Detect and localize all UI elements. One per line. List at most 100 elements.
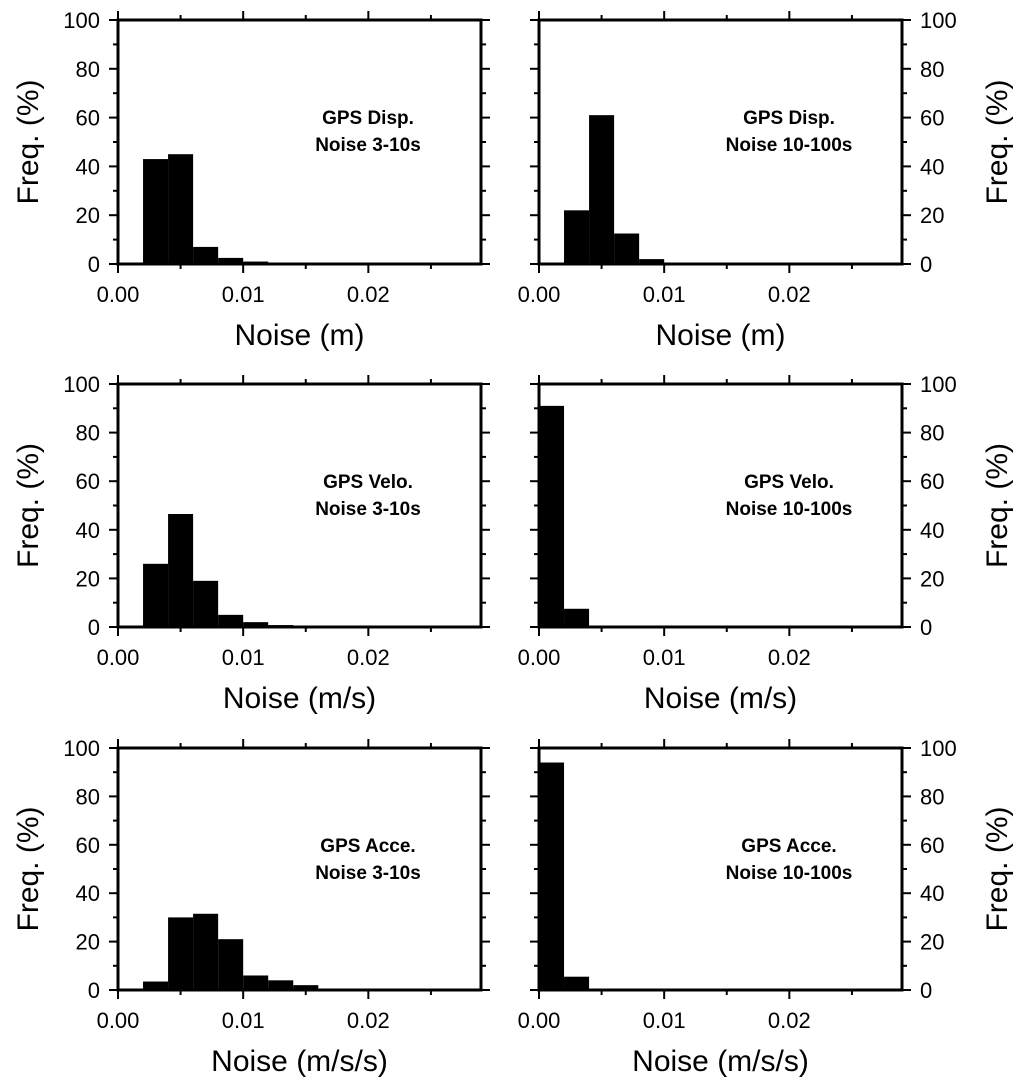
y-tick-label: 100 bbox=[920, 8, 957, 33]
histogram-bar bbox=[539, 762, 565, 990]
y-axis-title: Freq. (%) bbox=[981, 443, 1014, 568]
x-tick-label: 0.02 bbox=[347, 645, 390, 670]
panel-annotation: GPS Acce. bbox=[741, 836, 836, 857]
histogram-bar bbox=[218, 614, 244, 627]
histogram-bar bbox=[243, 975, 269, 990]
y-tick-label: 20 bbox=[76, 930, 100, 955]
y-axis-title: Freq. (%) bbox=[981, 79, 1014, 204]
x-tick-label: 0.02 bbox=[768, 282, 811, 307]
y-tick-label: 100 bbox=[63, 8, 100, 33]
y-tick-label: 40 bbox=[920, 154, 944, 179]
histogram-bar bbox=[143, 159, 169, 264]
y-tick-label: 80 bbox=[920, 57, 944, 82]
histogram-panel-3: 0.00 0.01 0.02 0 20 40 60 80 100 Noise (m/s) Freq.… bbox=[12, 372, 490, 715]
y-tick-label: 100 bbox=[920, 372, 957, 397]
histogram-bar bbox=[168, 154, 194, 264]
y-tick-label: 60 bbox=[920, 833, 944, 858]
histogram-bar bbox=[193, 913, 219, 990]
histogram-bar bbox=[218, 939, 244, 990]
y-tick-label: 100 bbox=[920, 736, 957, 761]
panel-annotation: GPS Velo. bbox=[323, 472, 413, 493]
x-axis-title: Noise (m/s) bbox=[644, 682, 797, 715]
histogram-bar bbox=[539, 405, 565, 627]
histogram-bar bbox=[168, 514, 194, 627]
histogram-bar bbox=[639, 259, 665, 264]
histogram-bar bbox=[168, 917, 194, 990]
histogram-bar bbox=[564, 976, 590, 990]
panel-annotation: GPS Disp. bbox=[322, 108, 414, 129]
x-tick-label: 0.00 bbox=[518, 282, 561, 307]
y-tick-label: 80 bbox=[76, 421, 100, 446]
y-tick-label: 100 bbox=[63, 372, 100, 397]
panel-annotation: Noise 3-10s bbox=[315, 135, 421, 156]
x-tick-label: 0.00 bbox=[518, 645, 561, 670]
panel-annotation: Noise 10-100s bbox=[726, 135, 853, 156]
histogram-panel-5: 0.00 0.01 0.02 0 20 40 60 80 100 Noise (m/s/s) Fre… bbox=[12, 736, 490, 1078]
histogram-panel-2: 0.00 0.01 0.02 0 20 40 60 80 100 Noise (m) Freq. (… bbox=[518, 8, 1014, 352]
panel-annotation: Noise 10-100s bbox=[726, 499, 853, 520]
y-tick-label: 100 bbox=[63, 736, 100, 761]
x-axis-title: Noise (m/s/s) bbox=[632, 1045, 809, 1078]
y-axis-title: Freq. (%) bbox=[981, 806, 1014, 931]
histogram-bar bbox=[293, 985, 319, 990]
x-tick-label: 0.01 bbox=[643, 282, 686, 307]
x-tick-label: 0.00 bbox=[97, 645, 140, 670]
histogram-bar bbox=[143, 981, 169, 990]
x-tick-label: 0.02 bbox=[347, 1008, 390, 1033]
y-tick-label: 80 bbox=[76, 57, 100, 82]
y-tick-label: 40 bbox=[76, 518, 100, 543]
panel-annotation: GPS Velo. bbox=[744, 472, 834, 493]
x-axis-title: Noise (m/s) bbox=[223, 682, 376, 715]
y-tick-label: 0 bbox=[920, 978, 932, 1003]
y-tick-label: 60 bbox=[76, 833, 100, 858]
y-axis-title: Freq. (%) bbox=[12, 79, 45, 204]
y-tick-label: 60 bbox=[76, 106, 100, 131]
histogram-bar bbox=[564, 608, 590, 627]
panel-annotation: Noise 3-10s bbox=[315, 499, 421, 520]
y-tick-label: 0 bbox=[88, 615, 100, 640]
x-axis-title: Noise (m/s/s) bbox=[211, 1045, 388, 1078]
y-tick-label: 40 bbox=[76, 881, 100, 906]
y-tick-label: 0 bbox=[88, 252, 100, 277]
histogram-bar bbox=[143, 563, 169, 627]
histogram-bar bbox=[268, 980, 294, 990]
y-axis-title: Freq. (%) bbox=[12, 443, 45, 568]
y-tick-label: 80 bbox=[920, 784, 944, 809]
x-tick-label: 0.01 bbox=[222, 645, 265, 670]
y-tick-label: 80 bbox=[76, 784, 100, 809]
y-tick-label: 20 bbox=[76, 203, 100, 228]
y-tick-label: 60 bbox=[920, 106, 944, 131]
panel-annotation: Noise 10-100s bbox=[726, 863, 853, 884]
panel-annotation: GPS Acce. bbox=[320, 836, 415, 857]
x-tick-label: 0.00 bbox=[97, 1008, 140, 1033]
x-axis-title: Noise (m) bbox=[234, 319, 364, 352]
y-tick-label: 60 bbox=[920, 469, 944, 494]
y-tick-label: 20 bbox=[920, 566, 944, 591]
panel-annotation: GPS Disp. bbox=[743, 108, 835, 129]
histogram-bar bbox=[589, 115, 615, 264]
x-tick-label: 0.02 bbox=[347, 282, 390, 307]
histogram-panel-1: 0.00 0.01 0.02 0 20 40 60 80 100 Noise (m) Freq. (… bbox=[12, 8, 490, 352]
histogram-bar bbox=[614, 233, 640, 264]
y-tick-label: 40 bbox=[920, 881, 944, 906]
histogram-bar bbox=[218, 257, 244, 264]
y-tick-label: 60 bbox=[76, 469, 100, 494]
histogram-bar bbox=[564, 210, 590, 264]
histogram-panel-4: 0.00 0.01 0.02 0 20 40 60 80 100 Noise (m/s) Freq.… bbox=[518, 372, 1014, 715]
y-axis-title: Freq. (%) bbox=[12, 806, 45, 931]
x-tick-label: 0.02 bbox=[768, 645, 811, 670]
histogram-bar bbox=[243, 622, 269, 627]
histogram-bar bbox=[193, 246, 219, 264]
x-tick-label: 0.00 bbox=[518, 1008, 561, 1033]
y-tick-label: 80 bbox=[920, 421, 944, 446]
y-tick-label: 20 bbox=[920, 203, 944, 228]
y-tick-label: 20 bbox=[76, 566, 100, 591]
x-tick-label: 0.01 bbox=[222, 282, 265, 307]
x-tick-label: 0.01 bbox=[222, 1008, 265, 1033]
y-tick-label: 40 bbox=[920, 518, 944, 543]
x-tick-label: 0.01 bbox=[643, 1008, 686, 1033]
histogram-bar bbox=[193, 580, 219, 627]
x-tick-label: 0.01 bbox=[643, 645, 686, 670]
x-axis-title: Noise (m) bbox=[655, 319, 785, 352]
